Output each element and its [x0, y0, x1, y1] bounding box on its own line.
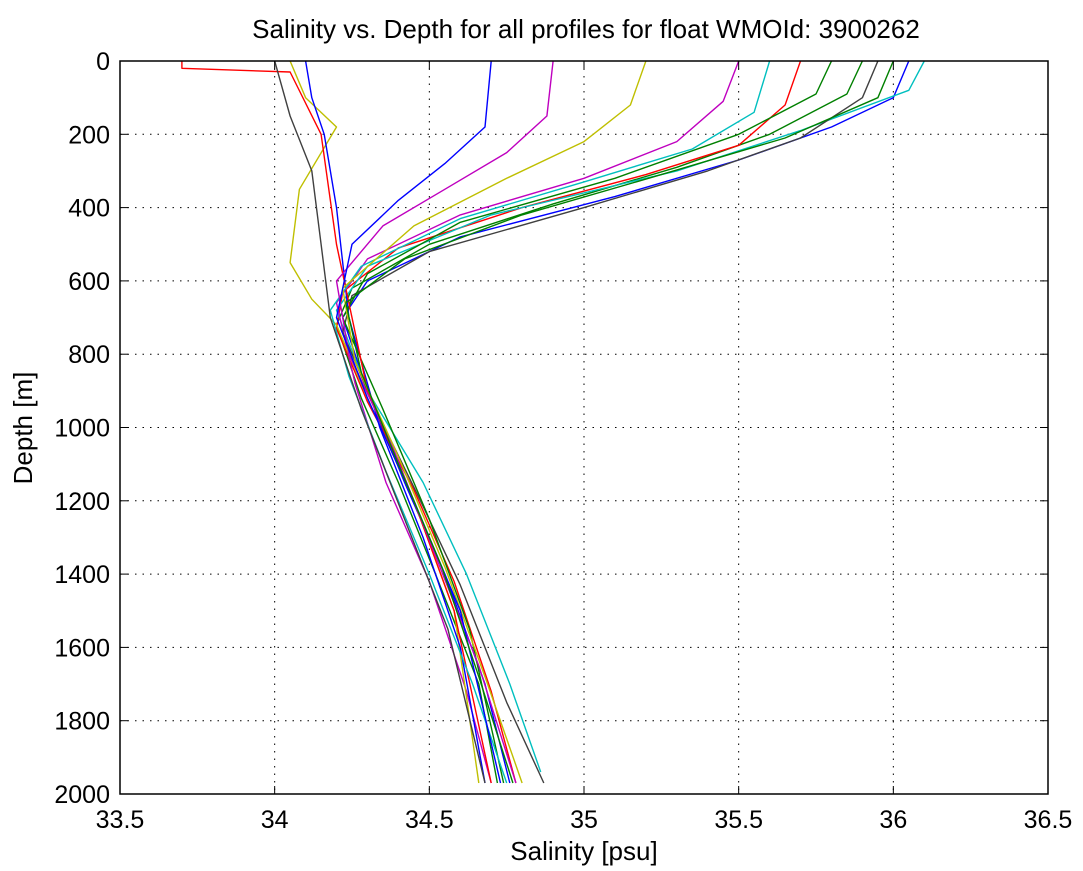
y-tick-label: 1800 [54, 708, 110, 736]
x-tick-label: 34.5 [405, 806, 454, 834]
y-tick-label: 1400 [54, 561, 110, 589]
profile-line [335, 61, 554, 784]
x-tick-labels: 33.5 34 34.5 35 35.5 36 36.5 [96, 806, 1073, 834]
profile-line [342, 61, 833, 784]
y-tick-label: 600 [68, 268, 110, 296]
profile-line [335, 61, 802, 784]
profile-line [289, 61, 480, 784]
profile-line [274, 61, 486, 784]
x-tick-label: 33.5 [96, 806, 145, 834]
profile-line [335, 61, 502, 784]
y-tick-label: 1200 [54, 488, 110, 516]
profile-line [304, 61, 486, 784]
x-axis-label: Salinity [psu] [510, 836, 657, 866]
profile-line [345, 61, 894, 784]
axis-ticks [119, 60, 1049, 795]
y-tick-label: 800 [68, 341, 110, 369]
y-tick-label: 200 [68, 121, 110, 149]
x-tick-label: 35.5 [714, 806, 763, 834]
gridlines [120, 61, 1048, 794]
x-tick-label: 36 [879, 806, 907, 834]
chart-title: Salinity vs. Depth for all profiles for … [252, 14, 920, 44]
y-tick-label: 1600 [54, 634, 110, 662]
profile-line [342, 61, 879, 784]
profile-lines [181, 61, 925, 784]
y-tick-label: 1000 [54, 415, 110, 443]
y-tick-label: 400 [68, 195, 110, 223]
profile-line [181, 61, 492, 784]
y-tick-label: 2000 [54, 781, 110, 809]
x-tick-label: 35 [570, 806, 598, 834]
profile-line [335, 61, 864, 784]
y-tick-labels: 0 200 400 600 800 1000 1200 1400 1600 1800 2000 [54, 48, 110, 809]
profile-line [329, 61, 771, 784]
x-tick-label: 36.5 [1024, 806, 1073, 834]
y-axis-label: Depth [m] [8, 372, 38, 485]
x-tick-label: 34 [261, 806, 289, 834]
y-tick-label: 0 [96, 48, 110, 76]
